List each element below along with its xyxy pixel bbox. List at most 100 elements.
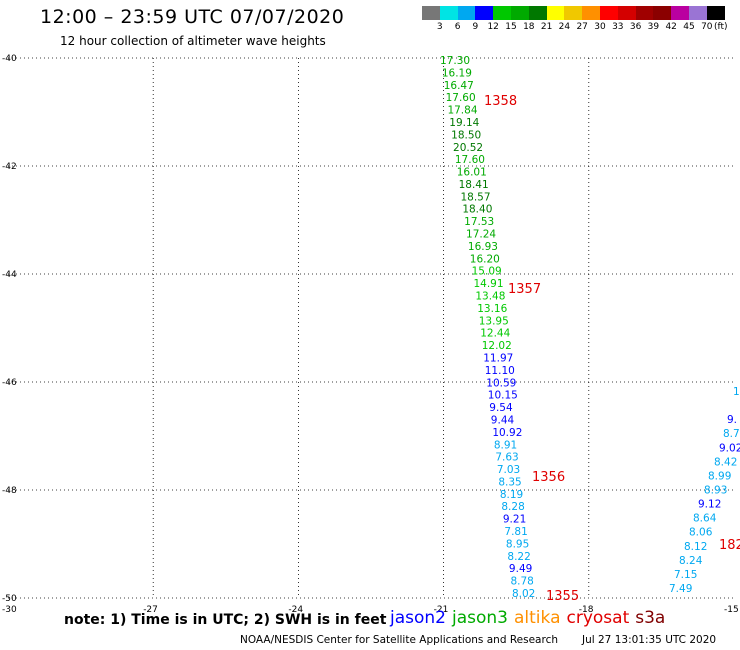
wave-height-label: 17.30 bbox=[440, 55, 470, 67]
color-legend: 3 6 9 12 15 18 21 24 27 30 33 36 39 42 45 70 (ft) bbox=[0, 0, 740, 40]
wave-height-label: 8.35 bbox=[498, 476, 521, 488]
satellite-altika: altika bbox=[514, 608, 561, 628]
wave-height-label: 16.93 bbox=[468, 241, 498, 253]
timestamp: Jul 27 13:01:35 UTC 2020 bbox=[582, 634, 717, 646]
satellite-s3a: s3a bbox=[635, 608, 666, 628]
x-tick-label: -27 bbox=[143, 605, 158, 615]
wave-height-label: 8.02 bbox=[512, 588, 535, 600]
wave-height-label: 9.02 bbox=[719, 442, 740, 454]
x-tick-label: -18 bbox=[579, 605, 594, 615]
color-swatch bbox=[617, 6, 636, 20]
color-swatch bbox=[653, 6, 672, 20]
wave-height-label: 8.06 bbox=[689, 527, 713, 539]
wave-height-label: 8.64 bbox=[693, 513, 717, 525]
wave-height-label: 9.12 bbox=[698, 499, 721, 511]
wave-height-label: 18.57 bbox=[460, 191, 490, 203]
wave-height-label: 19.14 bbox=[449, 117, 479, 129]
wave-height-label: 16.47 bbox=[444, 80, 474, 92]
color-label: 27 bbox=[576, 22, 588, 32]
wave-height-label: 8.22 bbox=[507, 551, 530, 563]
x-tick-label: -24 bbox=[288, 605, 303, 615]
y-tick-label: -48 bbox=[2, 486, 17, 496]
wave-height-label: 14.91 bbox=[473, 278, 503, 290]
wave-height-label: 9.21 bbox=[503, 514, 526, 526]
x-tick-label: -30 bbox=[2, 605, 17, 615]
color-label: 39 bbox=[647, 22, 660, 32]
chart-title: 12:00 – 23:59 UTC 07/07/2020 bbox=[40, 6, 345, 28]
wave-height-label: 16.19 bbox=[442, 67, 472, 79]
wave-height-label: 8.78 bbox=[510, 576, 533, 588]
wave-height-label: 18.50 bbox=[451, 129, 481, 141]
color-label: 15 bbox=[505, 22, 517, 32]
footer-note: note: 1) Time is in UTC; 2) SWH is in fe… bbox=[64, 612, 387, 628]
pass-time-label: 182 bbox=[719, 538, 740, 553]
color-swatch bbox=[493, 6, 511, 20]
wave-height-label: 9.54 bbox=[489, 402, 513, 414]
color-swatch bbox=[422, 6, 440, 20]
color-swatch bbox=[689, 6, 707, 20]
wave-height-label: 17.60 bbox=[455, 154, 485, 166]
color-label: 21 bbox=[540, 22, 553, 32]
color-label: 3 bbox=[436, 22, 443, 32]
pass-time-label: 1355 bbox=[546, 589, 579, 604]
y-tick-label: -44 bbox=[2, 270, 17, 280]
wave-height-label: 8.91 bbox=[494, 439, 517, 451]
wave-height-label: 8.95 bbox=[506, 538, 529, 550]
color-label: 33 bbox=[612, 22, 624, 32]
wave-height-label: 13.16 bbox=[477, 303, 507, 315]
y-tick-label: -46 bbox=[2, 378, 17, 388]
wave-height-label: 13.95 bbox=[479, 315, 509, 327]
satellite-jason3: jason3 bbox=[452, 608, 508, 628]
pass-time-label: 1357 bbox=[508, 282, 541, 297]
wave-height-label: 10.59 bbox=[486, 377, 516, 389]
color-swatch bbox=[600, 6, 618, 20]
x-tick-label: -21 bbox=[434, 605, 449, 615]
color-label: 30 bbox=[594, 22, 606, 32]
color-label: 6 bbox=[454, 22, 461, 32]
color-swatch bbox=[706, 6, 725, 20]
pass-time-label: 1358 bbox=[484, 94, 517, 109]
chart-subtitle: 12 hour collection of altimeter wave hei… bbox=[60, 34, 326, 48]
wave-height-label: 8.28 bbox=[501, 501, 524, 513]
color-swatch bbox=[546, 6, 565, 20]
color-swatch bbox=[582, 6, 600, 20]
wave-height-label: 8.93 bbox=[704, 485, 727, 497]
color-label: 70 bbox=[701, 22, 713, 32]
wave-height-label: 7.63 bbox=[495, 452, 518, 464]
color-label: 24 bbox=[558, 22, 571, 32]
wave-height-label: 11.97 bbox=[483, 352, 513, 364]
pass-time-label: 1356 bbox=[532, 470, 565, 485]
wave-height-label: 10.92 bbox=[492, 427, 522, 439]
wave-height-label: 7.49 bbox=[669, 583, 692, 595]
color-swatch bbox=[564, 6, 583, 20]
wave-height-label: 14 bbox=[733, 386, 740, 398]
wave-height-label: 12.44 bbox=[480, 328, 510, 340]
wave-height-label: 8.24 bbox=[679, 555, 703, 567]
wave-height-label: 15.09 bbox=[472, 266, 502, 278]
wave-height-label: 8.99 bbox=[708, 470, 731, 482]
color-swatch bbox=[528, 6, 547, 20]
y-tick-label: -42 bbox=[2, 162, 17, 172]
wave-height-label: 9.44 bbox=[491, 414, 515, 426]
color-label: 36 bbox=[629, 22, 642, 32]
color-label: 9 bbox=[472, 22, 479, 32]
color-swatch bbox=[475, 6, 494, 20]
color-label: 12 bbox=[487, 22, 499, 32]
wave-height-label: 20.52 bbox=[453, 142, 483, 154]
color-label: 18 bbox=[523, 22, 535, 32]
wave-height-label: 9. bbox=[727, 414, 737, 426]
credit-line: NOAA/NESDIS Center for Satellite Applica… bbox=[240, 634, 558, 646]
wave-height-label: 7.15 bbox=[674, 569, 697, 581]
wave-height-label: 17.84 bbox=[447, 105, 477, 117]
wave-height-label: 17.24 bbox=[466, 229, 496, 241]
wave-height-label: 9.49 bbox=[509, 563, 532, 575]
satellite-jason2: jason2 bbox=[390, 608, 446, 628]
y-tick-label: -40 bbox=[2, 54, 17, 64]
wave-height-label: 7.81 bbox=[504, 526, 527, 538]
wave-height-label: 8.19 bbox=[500, 489, 523, 501]
color-swatch bbox=[457, 6, 476, 20]
color-swatch bbox=[511, 6, 529, 20]
wave-height-label: 16.01 bbox=[457, 167, 487, 179]
wave-height-label: 17.60 bbox=[446, 92, 476, 104]
wave-height-label: 7.03 bbox=[497, 464, 520, 476]
